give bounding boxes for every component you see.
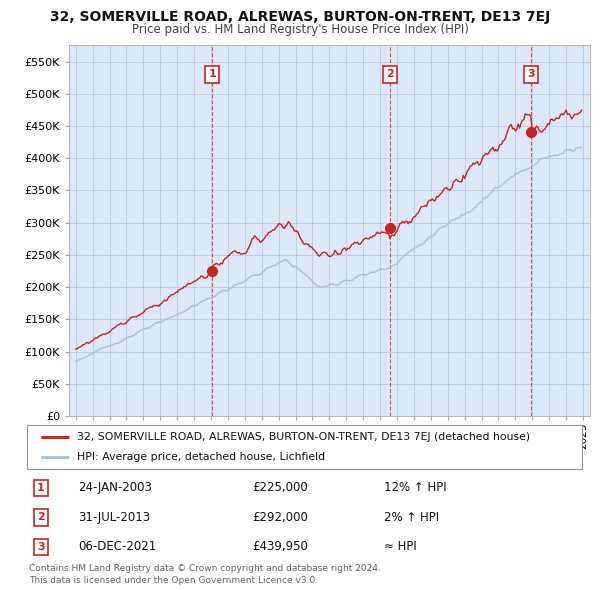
Text: 32, SOMERVILLE ROAD, ALREWAS, BURTON-ON-TRENT, DE13 7EJ (detached house): 32, SOMERVILLE ROAD, ALREWAS, BURTON-ON-… xyxy=(77,432,530,442)
Text: Price paid vs. HM Land Registry's House Price Index (HPI): Price paid vs. HM Land Registry's House … xyxy=(131,23,469,36)
Text: £225,000: £225,000 xyxy=(252,481,308,494)
Text: 2: 2 xyxy=(386,70,394,80)
Text: 2: 2 xyxy=(37,513,44,522)
Text: 1: 1 xyxy=(208,70,216,80)
Text: HPI: Average price, detached house, Lichfield: HPI: Average price, detached house, Lich… xyxy=(77,452,325,462)
Text: 1: 1 xyxy=(37,483,44,493)
Text: 24-JAN-2003: 24-JAN-2003 xyxy=(78,481,152,494)
Text: 31-JUL-2013: 31-JUL-2013 xyxy=(78,511,150,524)
Text: £439,950: £439,950 xyxy=(252,540,308,553)
Text: 3: 3 xyxy=(527,70,535,80)
Text: ≈ HPI: ≈ HPI xyxy=(384,540,417,553)
Text: £292,000: £292,000 xyxy=(252,511,308,524)
Text: 2% ↑ HPI: 2% ↑ HPI xyxy=(384,511,439,524)
Text: 12% ↑ HPI: 12% ↑ HPI xyxy=(384,481,446,494)
Text: 32, SOMERVILLE ROAD, ALREWAS, BURTON-ON-TRENT, DE13 7EJ: 32, SOMERVILLE ROAD, ALREWAS, BURTON-ON-… xyxy=(50,10,550,24)
Text: 06-DEC-2021: 06-DEC-2021 xyxy=(78,540,156,553)
Text: Contains HM Land Registry data © Crown copyright and database right 2024.
This d: Contains HM Land Registry data © Crown c… xyxy=(29,564,380,585)
Text: 3: 3 xyxy=(37,542,44,552)
